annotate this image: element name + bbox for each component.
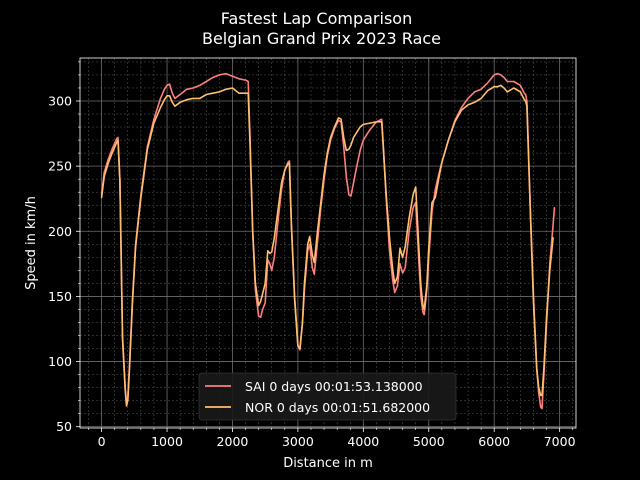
axis-tick-labels: 0 1000 2000 3000 4000 5000 6000 7000 50 100 150 200… xyxy=(48,93,575,449)
y-tick-label: 200 xyxy=(48,224,72,239)
x-tick-label: 0 xyxy=(98,434,106,449)
series-line-nor xyxy=(100,84,554,407)
x-axis-label: Distance in m xyxy=(283,456,373,471)
x-tick-label: 1000 xyxy=(151,434,183,449)
x-tick-label: 5000 xyxy=(413,434,445,449)
y-tick-label: 100 xyxy=(48,354,72,369)
x-tick-label: 2000 xyxy=(217,434,249,449)
chart-title: Fastest Lap Comparison xyxy=(221,9,412,28)
axis-ticks xyxy=(76,61,574,432)
legend-box xyxy=(198,372,457,421)
chart-subtitle: Belgian Grand Prix 2023 Race xyxy=(202,29,441,48)
y-tick-label: 300 xyxy=(48,93,72,108)
x-tick-label: 6000 xyxy=(478,434,510,449)
x-tick-label: 3000 xyxy=(282,434,314,449)
y-axis-label: Speed in km/h xyxy=(24,196,39,290)
x-tick-label: 4000 xyxy=(347,434,379,449)
y-tick-label: 150 xyxy=(48,289,72,304)
legend-entry-sai: SAI 0 days 00:01:53.138000 xyxy=(245,379,423,394)
legend-entry-nor: NOR 0 days 00:01:51.682000 xyxy=(245,400,430,415)
legend: SAI 0 days 00:01:53.138000 NOR 0 days 00… xyxy=(198,372,457,421)
y-tick-label: 250 xyxy=(48,159,72,174)
major-grid xyxy=(80,58,576,428)
x-tick-label: 7000 xyxy=(544,434,576,449)
plot-frame xyxy=(79,57,577,429)
y-tick-label: 50 xyxy=(56,419,72,434)
series-layer xyxy=(100,72,556,410)
